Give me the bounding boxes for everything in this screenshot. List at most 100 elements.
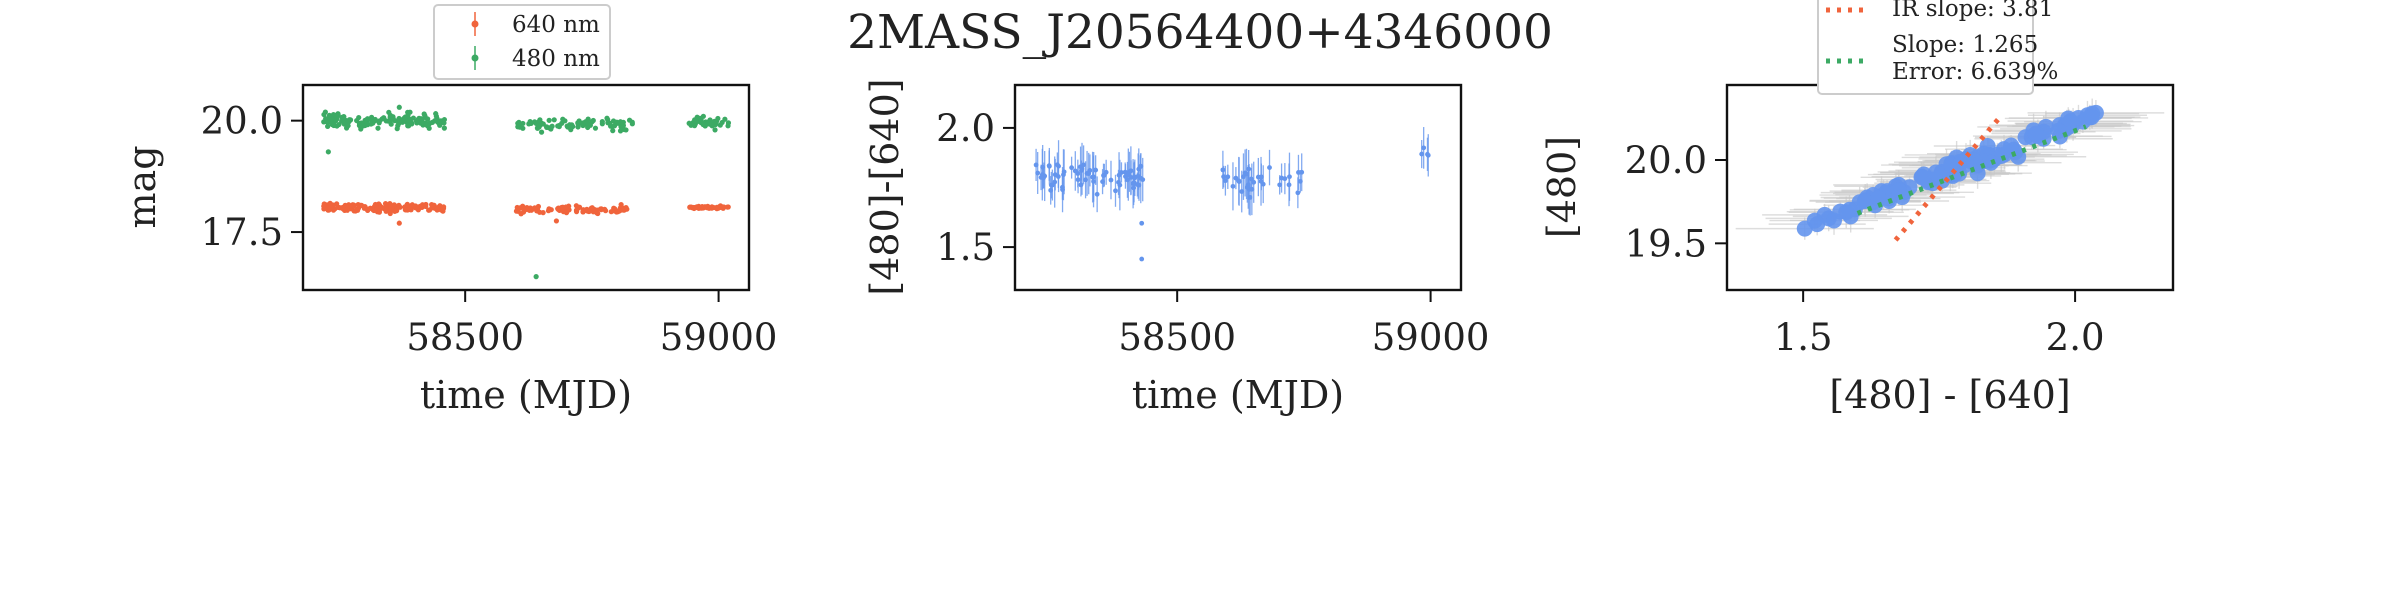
data-point xyxy=(534,208,540,214)
data-point xyxy=(327,200,333,206)
data-point xyxy=(321,201,327,207)
fit-line xyxy=(1856,124,2087,216)
data-point xyxy=(1084,171,1090,176)
data-point xyxy=(441,120,447,126)
lightcurve-points xyxy=(321,104,732,280)
data-point xyxy=(534,125,541,131)
data-point xyxy=(1035,170,1041,176)
data-point xyxy=(1103,169,1109,175)
lightcurve-legend: 640 nm 480 nm xyxy=(433,4,611,80)
data-point xyxy=(2003,137,2020,154)
data-point xyxy=(388,121,394,127)
data-point xyxy=(611,205,617,211)
data-point xyxy=(1244,171,1249,177)
data-point xyxy=(347,117,354,123)
data-point xyxy=(690,119,696,126)
data-point xyxy=(375,125,381,131)
data-point xyxy=(592,208,598,214)
data-point xyxy=(1090,174,1096,180)
data-point xyxy=(1078,182,1084,188)
data-point xyxy=(362,117,368,123)
data-point xyxy=(423,120,429,126)
data-point xyxy=(1138,163,1144,169)
panel-color-curve: 58500 59000 1.5 2.0 time (MJD) [480]-[640] xyxy=(863,78,1489,417)
cmd-yticks: 19.5 20.0 xyxy=(1625,139,1727,265)
data-point xyxy=(560,204,566,210)
data-point xyxy=(368,121,374,127)
data-point xyxy=(1128,168,1134,174)
data-point xyxy=(575,120,581,126)
data-point xyxy=(441,125,447,131)
data-point xyxy=(405,109,411,115)
x-tick-label: 1.5 xyxy=(1774,316,1833,359)
data-point xyxy=(546,117,552,123)
x-tick-label: 59000 xyxy=(1372,316,1490,359)
data-point-outlier xyxy=(396,104,402,110)
data-point xyxy=(1079,168,1084,173)
cmd-points xyxy=(1796,104,2104,237)
data-point xyxy=(334,201,340,207)
legend-marker-640 xyxy=(471,12,479,36)
data-point xyxy=(532,119,538,125)
panel-color-magnitude: 1.5 2.0 19.5 20.0 [480] - [640] [480] IR s… xyxy=(1540,0,2175,417)
data-point xyxy=(696,118,702,124)
x-tick-label: 58500 xyxy=(406,316,524,359)
data-point xyxy=(340,206,346,212)
data-point xyxy=(515,124,521,130)
data-point xyxy=(1039,172,1045,178)
data-point xyxy=(421,111,427,117)
data-point xyxy=(1131,185,1137,191)
data-point xyxy=(323,118,329,125)
data-point xyxy=(329,116,335,122)
data-point xyxy=(1286,182,1292,188)
data-point-outlier xyxy=(1139,256,1145,262)
data-point xyxy=(725,123,731,129)
y-tick-label: 19.5 xyxy=(1625,222,1707,265)
data-point xyxy=(1927,164,1944,181)
data-point xyxy=(413,118,420,124)
legend-label-error: Error: 6.639% xyxy=(1892,59,2058,85)
data-point xyxy=(1233,175,1239,181)
data-point xyxy=(1072,168,1078,174)
data-point xyxy=(1809,216,1826,233)
data-point xyxy=(1295,190,1301,196)
data-point xyxy=(2083,109,2100,126)
data-point xyxy=(538,129,545,135)
data-point xyxy=(404,201,410,207)
data-point xyxy=(1221,174,1227,180)
data-point xyxy=(358,120,364,126)
legend-point xyxy=(471,54,479,62)
data-point xyxy=(567,122,573,128)
data-point xyxy=(386,109,392,115)
data-point xyxy=(1251,179,1257,185)
suptitle: 2MASS_J20564400+4346000 xyxy=(847,5,1553,60)
data-point xyxy=(629,121,635,127)
data-point xyxy=(427,120,433,126)
color-curve-axes-frame xyxy=(1013,83,1463,292)
data-point xyxy=(1055,174,1061,179)
y-tick-label: 17.5 xyxy=(201,211,283,254)
data-point-outlier xyxy=(533,274,539,280)
data-point xyxy=(725,204,731,210)
data-point xyxy=(1140,177,1146,182)
data-point xyxy=(590,117,596,124)
data-point xyxy=(1130,181,1136,187)
data-point xyxy=(1982,154,1999,171)
panel-lightcurve: 58500 59000 17.5 20.0 time (MJD) mag 640 n… xyxy=(120,4,777,417)
fit-line xyxy=(1893,116,2001,242)
legend-label-ir-slope: IR slope: 3.81 xyxy=(1892,0,2053,22)
data-point xyxy=(390,116,396,122)
data-point xyxy=(1246,166,1252,172)
data-point xyxy=(376,208,382,214)
data-point xyxy=(598,207,604,213)
data-point xyxy=(2027,125,2044,142)
legend-marker-480 xyxy=(471,46,479,70)
data-point xyxy=(436,120,442,126)
data-point xyxy=(1100,179,1105,185)
color-curve-yticks: 1.5 2.0 xyxy=(936,107,1015,269)
data-point xyxy=(1136,182,1142,188)
data-point xyxy=(396,202,402,208)
lightcurve-ylabel: mag xyxy=(120,145,164,228)
data-point xyxy=(587,122,593,128)
data-point xyxy=(551,117,557,123)
